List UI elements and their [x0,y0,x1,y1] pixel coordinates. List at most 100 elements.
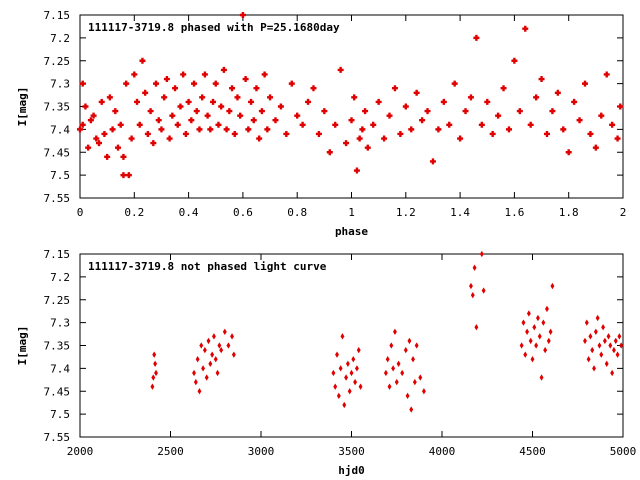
data-point [478,121,485,128]
data-point [199,342,204,349]
chart-title: 111117-3719.8 phased with P=25.1680day [88,21,340,34]
y-tick-label: 7.45 [44,146,71,159]
data-point [336,392,341,399]
data-series [77,12,624,179]
data-point [332,121,339,128]
data-point [387,383,392,390]
y-tick-label: 7.5 [50,169,70,182]
data-point [264,126,271,133]
data-point [440,98,447,105]
data-point [617,103,624,110]
data-point [98,98,105,105]
chart-panel-1: 7.15 7.2 7.25 7.3 7.35 7.4 7.45 7.5 7.55 0 0.2 0.4 0… [16,9,626,238]
data-point [151,374,156,381]
y-tick-label: 7.15 [44,248,71,261]
y-tick-label: 7.55 [44,431,71,444]
data-point [120,153,127,160]
data-point [245,126,252,133]
data-series [150,250,624,413]
data-point [310,85,317,92]
data-point [79,80,86,87]
data-point [604,360,609,367]
data-point [381,135,388,142]
data-point [234,94,241,101]
data-point [412,378,417,386]
data-point [481,287,486,294]
data-point [343,140,350,147]
data-point [150,140,157,147]
data-point [199,94,206,101]
data-point [391,85,398,92]
data-point [389,342,394,349]
data-point [614,135,621,142]
plot-frame [79,253,624,438]
data-point [530,356,535,363]
data-point [470,292,475,299]
data-point [120,172,127,179]
data-point [602,337,607,345]
data-point [554,89,561,96]
y-tick-label: 7.4 [50,362,70,375]
data-point [532,324,537,331]
data-point [392,328,397,335]
data-point [421,388,426,395]
data-point [77,126,83,133]
x-axis-label: hjd0 [338,464,365,477]
data-point [394,378,399,386]
data-point [210,98,217,105]
data-point [370,121,377,128]
data-point [153,80,160,87]
data-point [161,94,168,101]
data-point [253,85,260,92]
data-point [603,71,610,78]
data-point [185,98,192,105]
data-point [256,135,263,142]
data-point [106,94,113,101]
y-tick-label: 7.35 [44,101,71,114]
data-point [469,282,473,290]
data-point [617,333,622,340]
data-point [397,130,404,137]
data-point [354,365,359,372]
data-point [608,342,613,349]
data-point [592,144,599,151]
data-point [180,71,187,78]
data-point [353,167,360,174]
x-tick-label: 2500 [157,445,184,458]
x-tick-label: 0.6 [233,206,253,219]
data-point [115,144,122,151]
data-point [362,108,369,115]
data-point [204,112,211,119]
data-point [601,324,606,331]
data-point [134,98,141,105]
data-point [188,117,195,124]
data-point [590,346,595,354]
data-point [85,144,92,151]
data-point [125,172,132,179]
data-point [231,130,238,137]
data-point [451,80,458,87]
data-point [345,360,350,367]
data-point [215,369,220,377]
x-tick-label: 3500 [338,445,365,458]
chart-title: 111117-3719.8 not phased light curve [88,260,327,273]
data-point [541,319,546,326]
data-point [217,342,222,349]
data-point [581,80,588,87]
x-tick-label: 0.8 [287,206,307,219]
data-point [197,388,202,395]
data-point [123,80,130,87]
x-tick-label: 1.4 [450,206,470,219]
data-point [525,328,530,335]
data-point [500,85,507,92]
data-point [526,310,531,317]
x-tick-label: 1.6 [504,206,524,219]
data-point [219,346,224,354]
data-point [527,121,534,128]
data-point [528,337,533,345]
data-point [239,12,246,18]
y-tick-label: 7.15 [44,9,71,22]
data-point [136,121,143,128]
